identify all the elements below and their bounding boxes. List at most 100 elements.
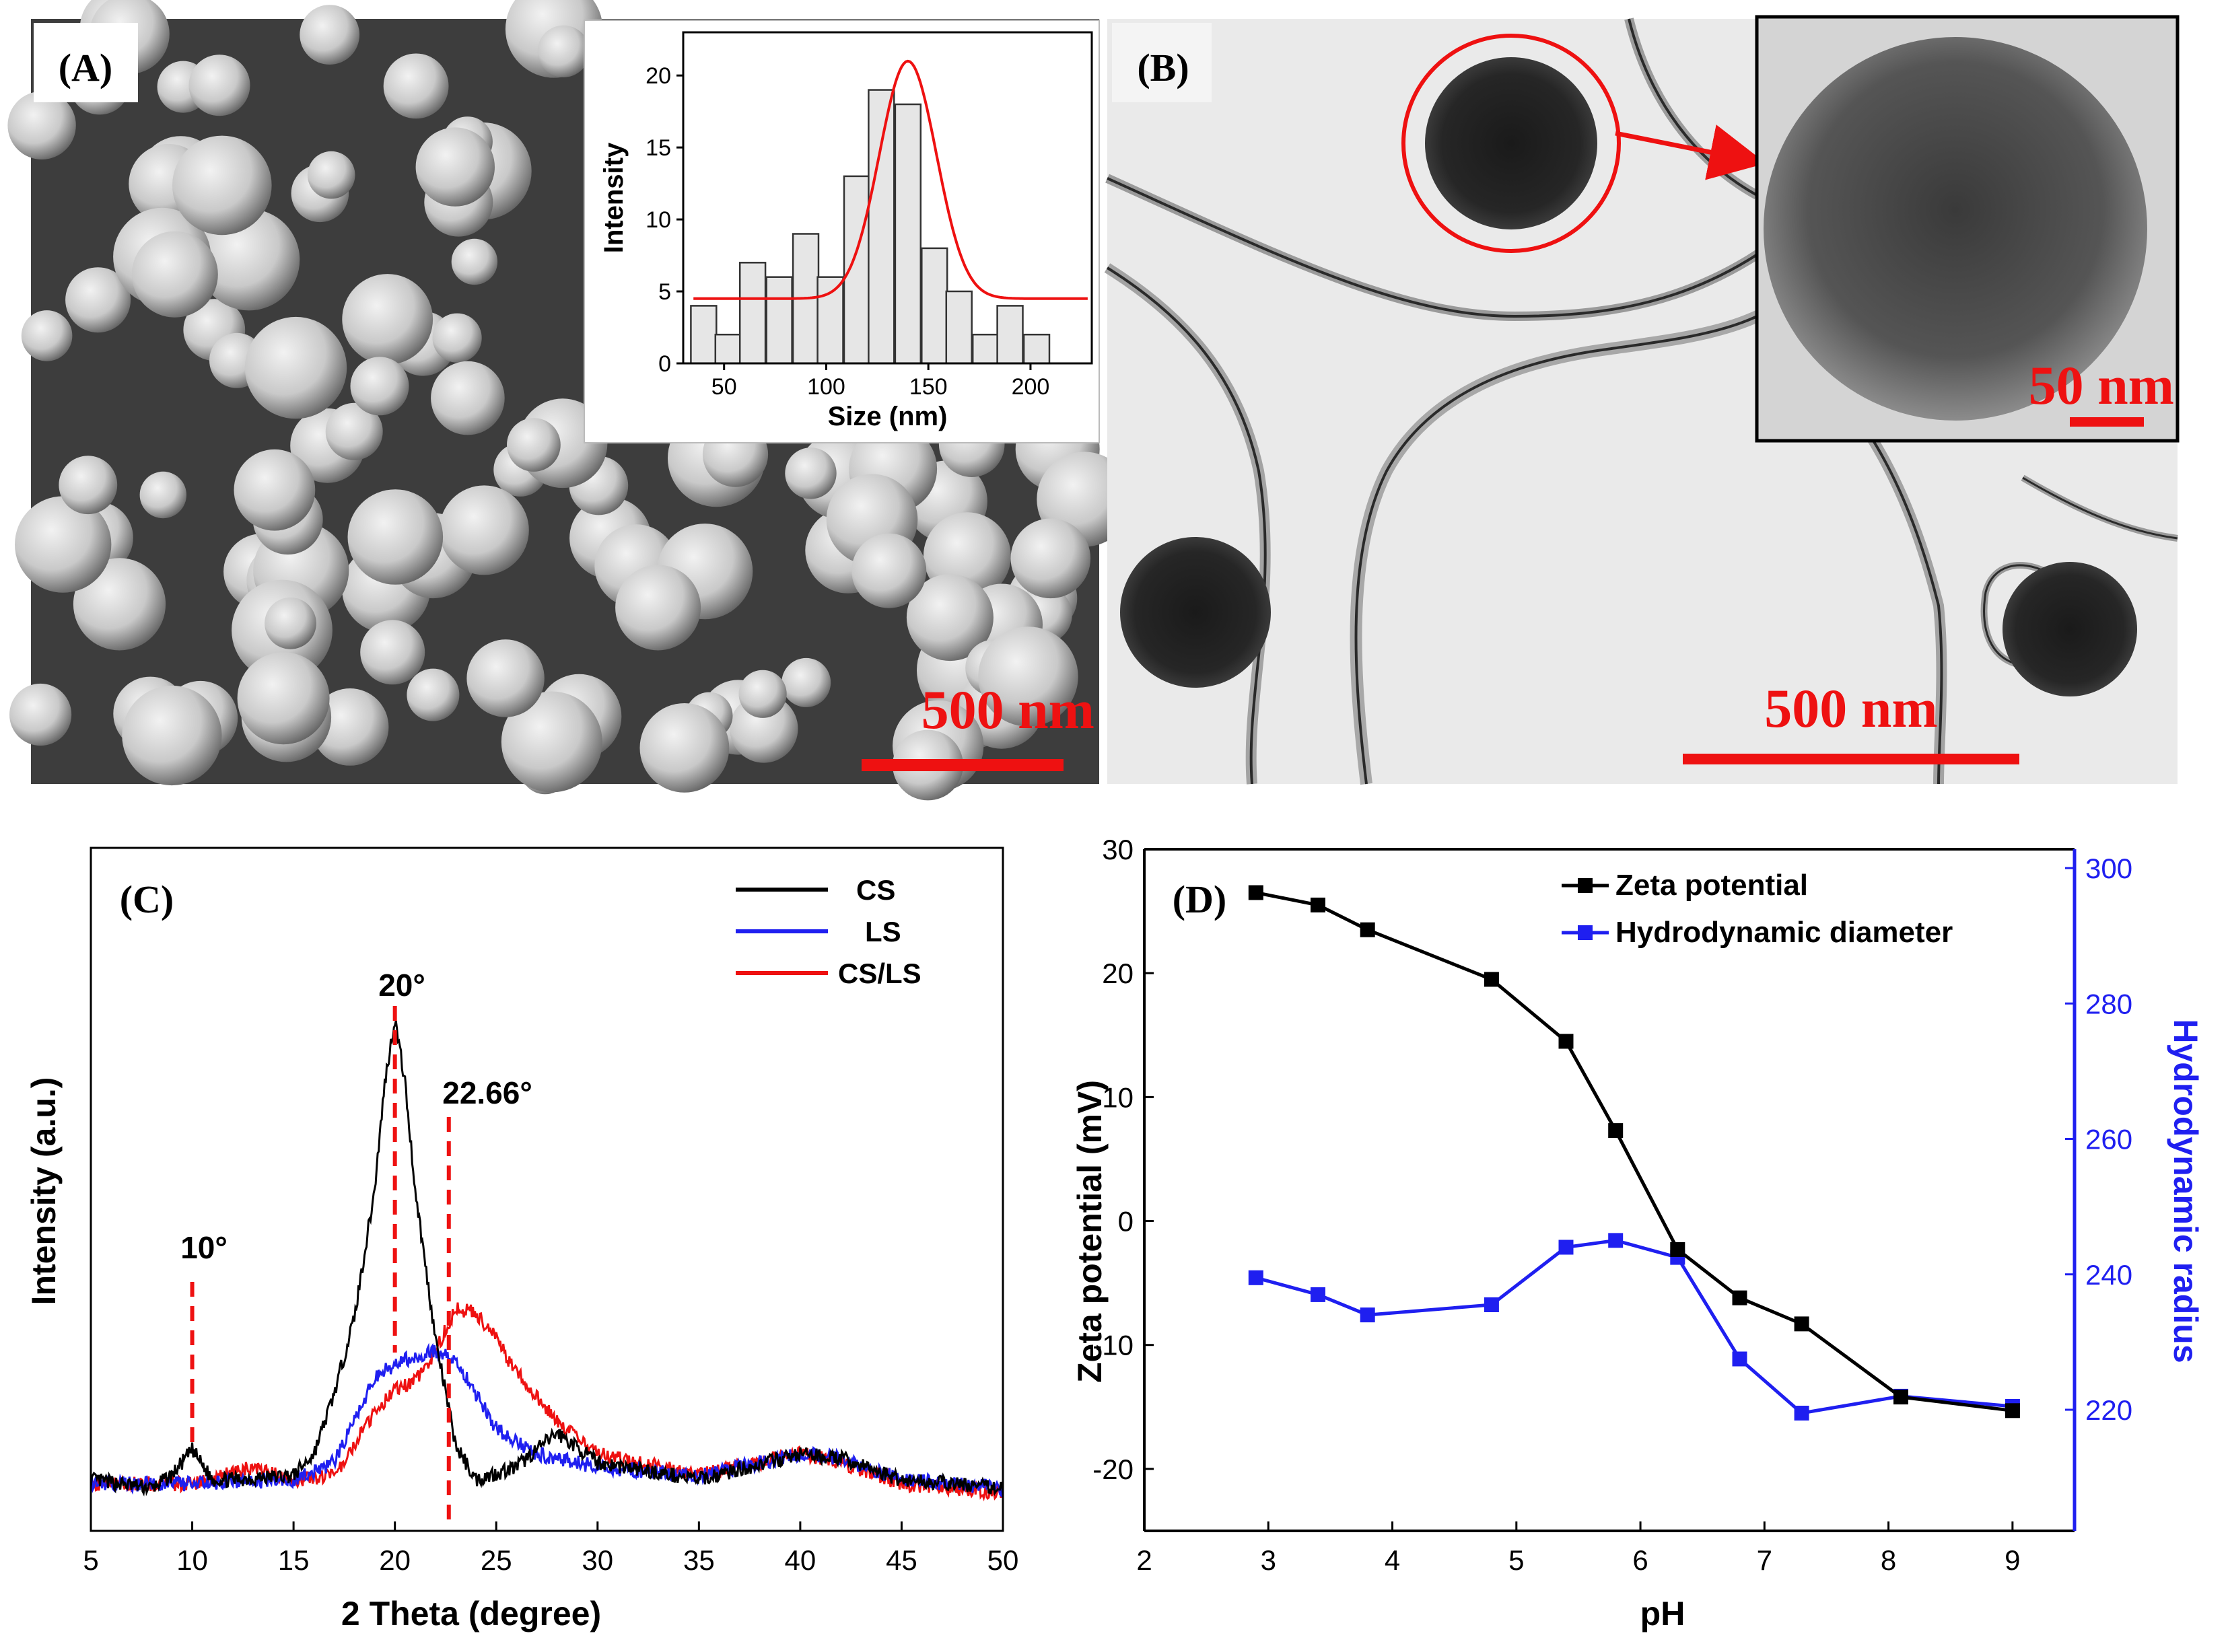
sem-particle [407, 668, 460, 721]
histogram-bar [765, 276, 793, 365]
panel-a-label-box [34, 23, 138, 102]
panel-d: 2 3 4 5 6 7 8 9 30 20 10 0 -10 -20 300 280 260 240 220 (D)… [1071, 834, 2204, 1632]
sem-particle [906, 574, 994, 661]
sem-particle [244, 316, 347, 419]
inset-xlabel: Size (nm) [828, 402, 948, 431]
sem-particle [188, 55, 250, 116]
inset-y-tick-label: 15 [646, 135, 671, 161]
xrd-x-tick-label: 20 [379, 1544, 411, 1576]
tem-zoom-particle [1764, 37, 2147, 421]
sem-particle [1010, 518, 1091, 599]
tem-highlight-circle [1401, 34, 1621, 253]
xrd-x-tick-label: 30 [582, 1544, 613, 1576]
sem-particle [507, 418, 561, 472]
sem-particle [172, 135, 272, 236]
histogram-bar [868, 89, 895, 365]
zeta-point [2005, 1403, 2020, 1418]
histogram-bar [714, 333, 742, 365]
hd-y-tick-label: 220 [2085, 1394, 2132, 1426]
zeta-y-tick-label: -10 [1092, 1330, 1134, 1361]
hd-y-tick-label: 240 [2085, 1259, 2132, 1291]
legend-zeta-marker [1578, 878, 1593, 893]
legend-zeta-label: Zeta potential [1615, 869, 1808, 902]
sem-particle [7, 91, 76, 159]
sem-particle [432, 313, 482, 363]
sem-particle [431, 361, 505, 435]
sem-particle [347, 489, 444, 585]
inset-ylabel: Intensity [599, 142, 629, 253]
xrd-line-cs [90, 1020, 1004, 1497]
zeta-point [1732, 1290, 1747, 1305]
hydrodynamic-line [1255, 1238, 2013, 1415]
sem-particle [451, 238, 498, 285]
zeta-x-tick-label: 3 [1261, 1544, 1276, 1576]
histogram-bar [945, 290, 973, 365]
sem-particle [360, 620, 425, 685]
sem-particle [300, 5, 360, 65]
zeta-x-tick-label: 2 [1136, 1544, 1152, 1576]
zeta-y-tick-label: -20 [1092, 1453, 1134, 1485]
sem-particle [65, 267, 131, 333]
histogram-bar [816, 276, 844, 365]
xrd-x-tick-label: 50 [987, 1544, 1019, 1576]
hydrodynamic-point [1484, 1297, 1499, 1312]
sem-particle [9, 683, 72, 746]
zeta-plot: 2 3 4 5 6 7 8 9 30 20 10 0 -10 -20 300 280 260 240 220 [1092, 834, 2132, 1576]
panel-b-inset-scalebar [2070, 417, 2144, 427]
panel-c-ylabel: Intensity (a.u.) [25, 1077, 63, 1305]
panel-c-label: (C) [120, 877, 174, 921]
inset-x-tick-label: 50 [711, 374, 737, 400]
inset-y-tick-label: 20 [646, 63, 671, 89]
zeta-y-tick-label: 10 [1102, 1081, 1134, 1113]
legend-cs-label: CS [856, 874, 895, 906]
zeta-point [1893, 1390, 1908, 1405]
xrd-x-tick-label: 10 [176, 1544, 208, 1576]
zeta-point [1558, 1034, 1574, 1049]
panel-b-scalebar-label: 500 nm [1764, 678, 1937, 739]
tem-lacey-carbon-film [1104, 17, 2178, 785]
hd-y-tick-label: 300 [2085, 853, 2132, 884]
panel-a: (A) 50 100 150 200 0 5 10 15 20 Size (nm) Intensit… [7, 0, 1132, 801]
panel-c: 5 10 15 20 25 30 35 40 45 50 (C) 2 Theta (degree)… [25, 847, 1019, 1632]
tem-particle-top [1425, 57, 1597, 229]
panel-d-ylabel-left: Zeta potential (mV) [1071, 1080, 1109, 1383]
zeta-point [1360, 922, 1375, 937]
sem-particle [738, 670, 787, 718]
inset-plot-frame [682, 31, 1093, 365]
zeta-y-tick-label: 20 [1102, 958, 1134, 989]
zeta-point [1248, 885, 1263, 900]
xrd-annotation-10: 10° [180, 1230, 228, 1265]
sem-particle [265, 597, 316, 649]
sem-particle [307, 151, 355, 199]
panel-b-label: (B) [1137, 46, 1189, 89]
panel-b-label-box [1112, 23, 1212, 102]
inset-x-tick-label: 100 [807, 374, 845, 400]
sem-particle [73, 558, 166, 651]
histogram-bar [1022, 333, 1051, 365]
sem-particle [383, 53, 449, 119]
legend-ls-label: LS [865, 916, 901, 947]
xrd-annotation-2266: 22.66° [442, 1075, 532, 1110]
zeta-x-tick-label: 8 [1881, 1544, 1896, 1576]
zeta-x-tick-label: 6 [1632, 1544, 1648, 1576]
xrd-x-tick-label: 15 [278, 1544, 310, 1576]
sem-particle [466, 639, 545, 717]
sem-particle [781, 657, 831, 707]
xrd-line-ls [90, 1342, 1004, 1498]
xrd-plot: 5 10 15 20 25 30 35 40 45 50 [83, 847, 1019, 1576]
panel-b-inset-scalebar-label: 50 nm [2029, 355, 2174, 416]
tem-particle-right [2003, 562, 2137, 696]
sem-particle [21, 310, 73, 361]
sem-particle [59, 456, 118, 515]
sem-particle [615, 565, 701, 651]
sem-particle [350, 357, 409, 416]
inset-x-tick-label: 200 [1012, 374, 1050, 400]
xrd-x-tick-label: 40 [785, 1544, 816, 1576]
zeta-point [1670, 1242, 1685, 1257]
xrd-x-tick-label: 25 [481, 1544, 512, 1576]
xrd-x-tick-label: 5 [83, 1544, 98, 1576]
zeta-point [1311, 897, 1325, 912]
hydrodynamic-point [1558, 1240, 1574, 1255]
histogram-bar [921, 247, 948, 365]
